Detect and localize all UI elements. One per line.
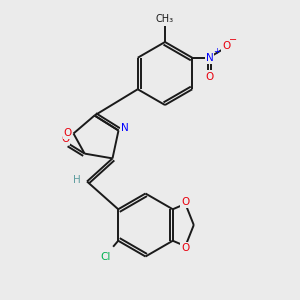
- Text: CH₃: CH₃: [156, 14, 174, 24]
- Text: O: O: [63, 128, 72, 139]
- Text: Cl: Cl: [100, 252, 110, 262]
- Text: O: O: [181, 243, 190, 253]
- Text: O: O: [61, 134, 70, 144]
- Text: +: +: [213, 47, 220, 56]
- Text: H: H: [73, 175, 80, 185]
- Text: O: O: [222, 41, 230, 51]
- Text: N: N: [206, 53, 214, 63]
- Text: O: O: [181, 197, 190, 207]
- Text: −: −: [229, 35, 237, 45]
- Text: N: N: [121, 123, 128, 133]
- Text: O: O: [206, 72, 214, 82]
